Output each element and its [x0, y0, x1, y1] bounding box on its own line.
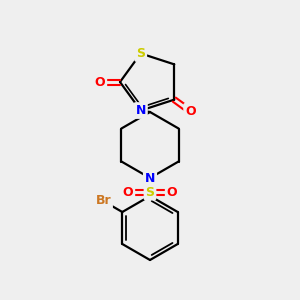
Text: O: O: [95, 76, 105, 88]
Text: N: N: [136, 104, 146, 117]
Text: N: N: [145, 172, 155, 184]
Text: S: S: [146, 185, 154, 199]
Text: S: S: [136, 47, 145, 60]
Text: O: O: [185, 105, 196, 118]
Text: O: O: [123, 185, 133, 199]
Text: Br: Br: [95, 194, 111, 208]
Text: O: O: [167, 185, 177, 199]
